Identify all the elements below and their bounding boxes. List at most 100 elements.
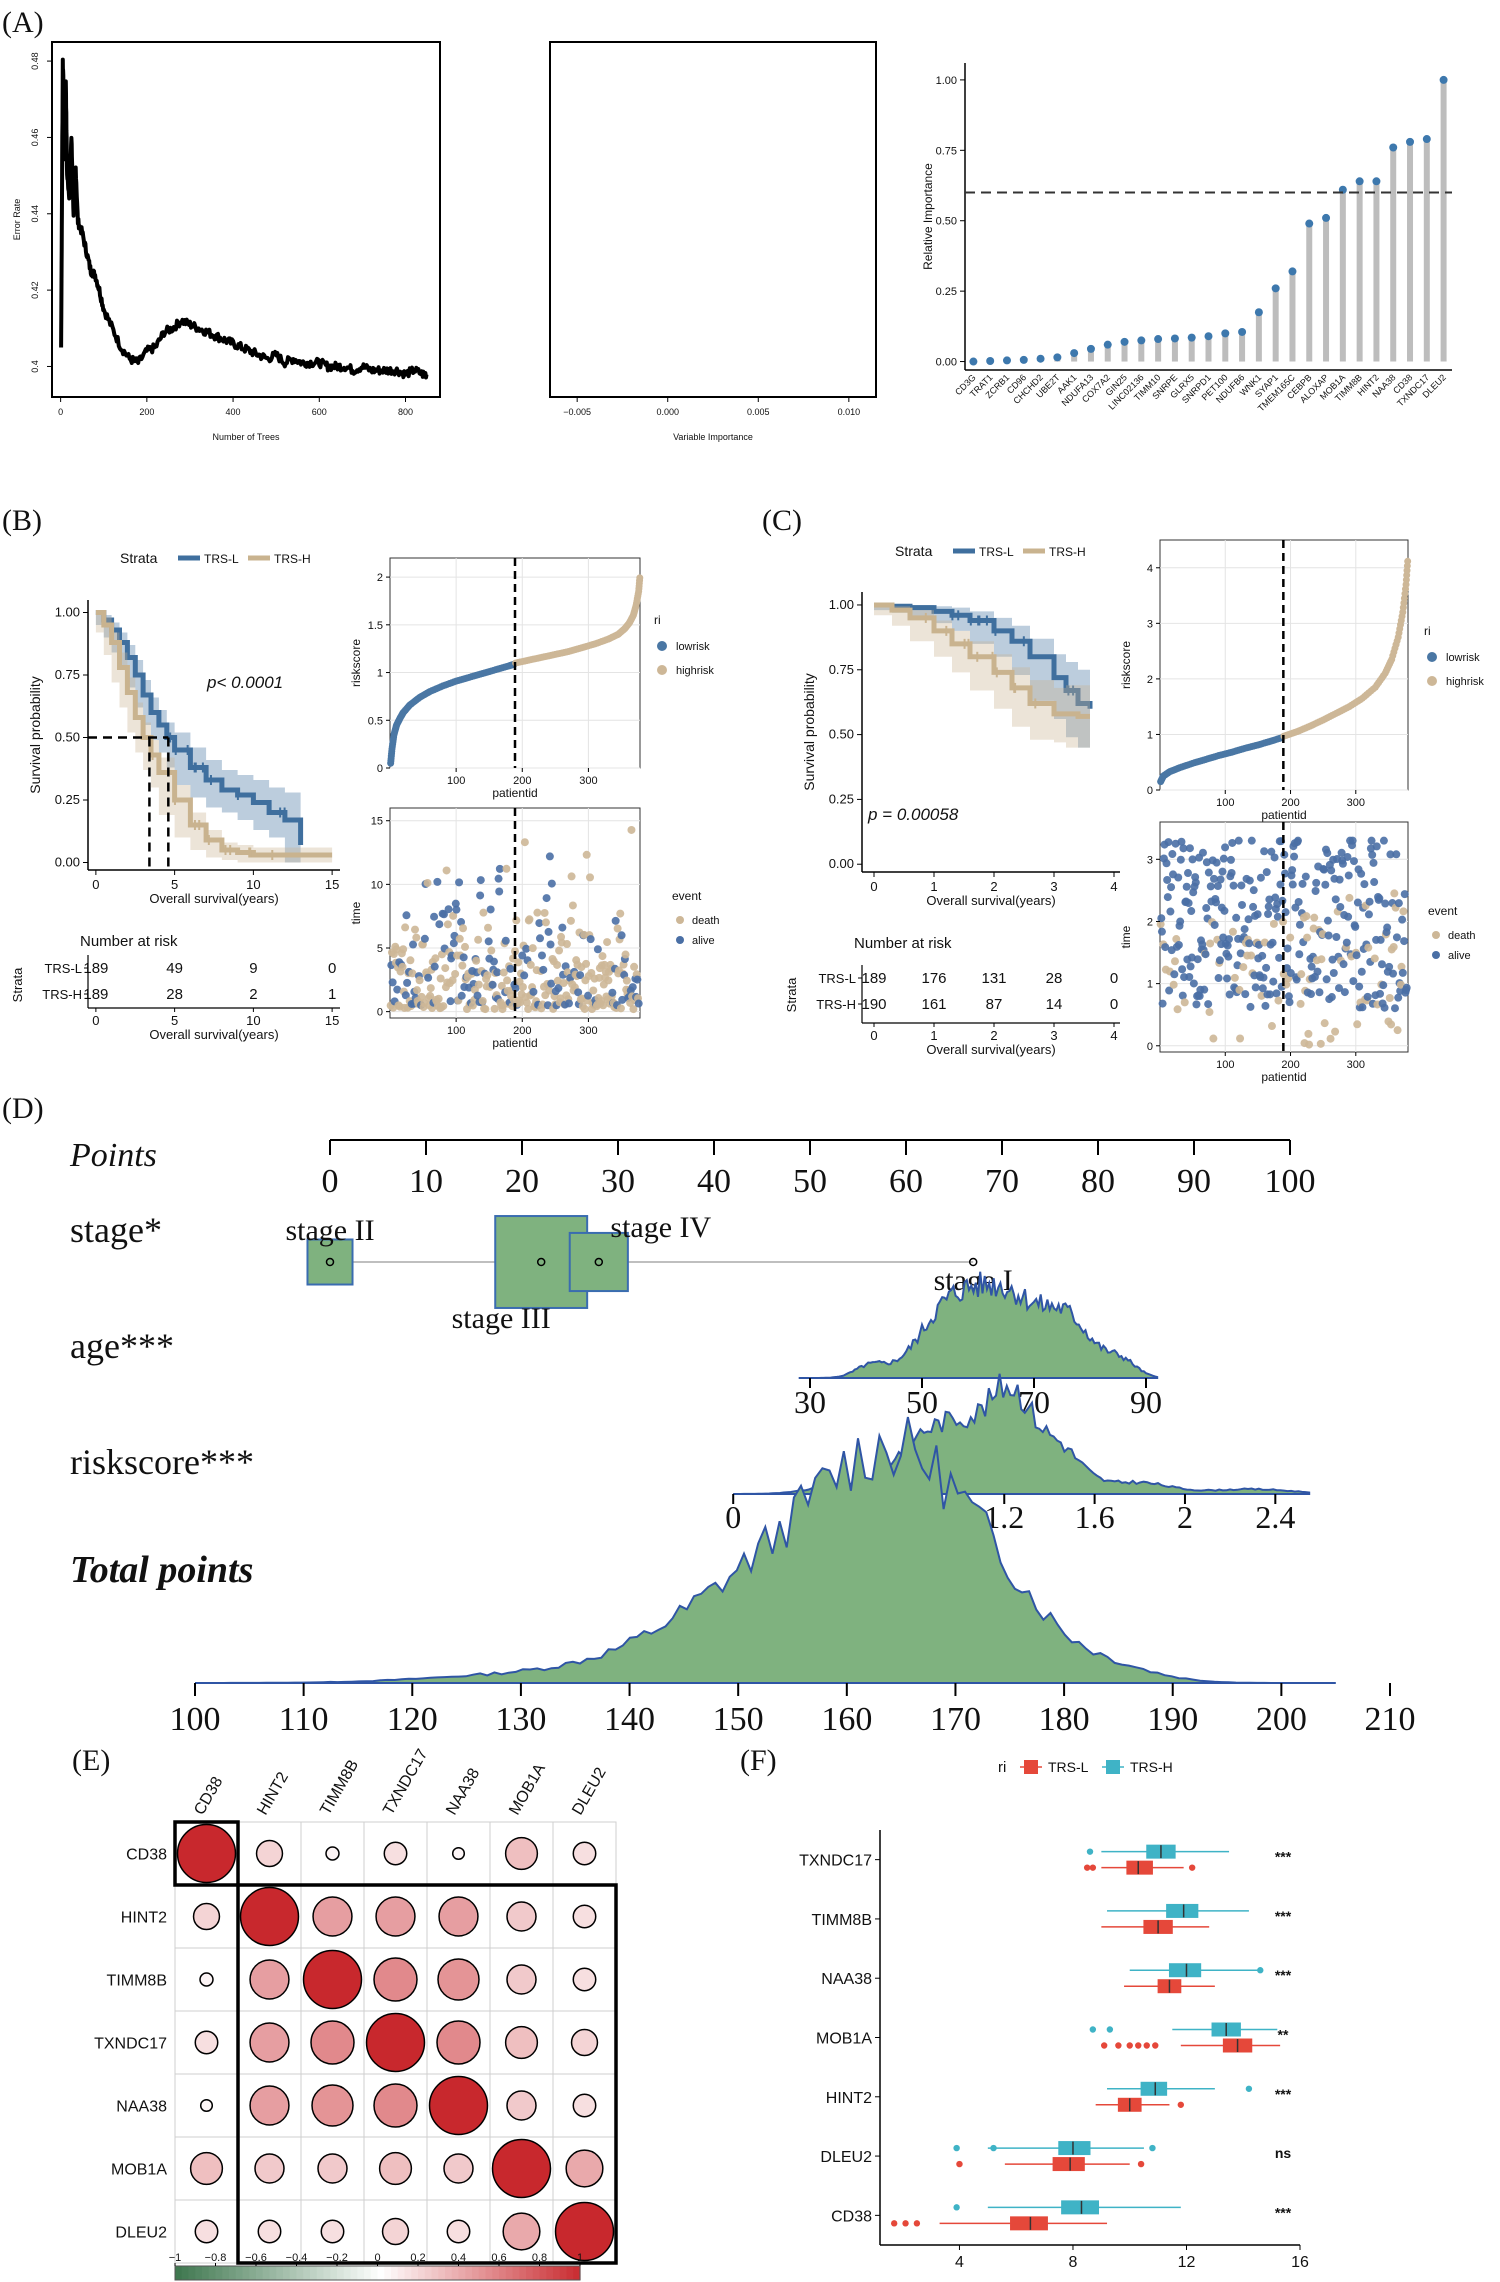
riskscore-label: riskscore***: [70, 1442, 254, 1482]
x-axis-label: Overall survival(years): [149, 1027, 278, 1042]
y-tick-label: 0.75: [936, 145, 957, 157]
y-tick-label: 1: [377, 668, 383, 680]
points-tick-label: 50: [793, 1163, 827, 1200]
x-tick-label: 5: [171, 877, 178, 892]
event-point: [1376, 989, 1385, 998]
survival-curve: [95, 610, 304, 845]
event-point: [1253, 910, 1262, 919]
chart-a2-variable-importance: −0.005 0.000 0.005 0.010 Variable Importance: [549, 41, 877, 442]
outlier-point: [1149, 2144, 1156, 2152]
risk-count: 1: [328, 986, 336, 1003]
event-point: [1245, 876, 1254, 885]
points-tick-label: 0: [322, 1163, 339, 1200]
event-point: [1177, 837, 1186, 846]
correlation-circle: [199, 1972, 214, 1987]
y-axis-label: Error Rate: [12, 199, 22, 241]
event-point: [621, 950, 630, 959]
risk-count: 14: [1046, 996, 1063, 1013]
event-point: [544, 927, 553, 936]
x-tick-label: 0.000: [656, 407, 679, 417]
y-tick-label: 5: [377, 943, 383, 955]
correlation-circle: [506, 2090, 537, 2121]
event-point: [1239, 963, 1248, 972]
y-tick-label: 0.00: [936, 357, 957, 369]
event-point: [1247, 836, 1256, 845]
colorbar-segment: [202, 2266, 210, 2280]
x-tick-label: 5: [171, 1013, 178, 1028]
event-point: [1157, 914, 1166, 923]
x-tick-label: 1: [930, 879, 937, 894]
event-point: [489, 957, 498, 966]
importance-point: [1305, 219, 1314, 228]
event-point: [1323, 849, 1332, 858]
outlier-point: [953, 2144, 960, 2152]
event-point: [1321, 880, 1330, 889]
total-tick-label: 100: [170, 1701, 221, 1738]
event-point: [479, 908, 488, 917]
event-point: [1161, 943, 1170, 952]
legend-title: Strata: [120, 550, 158, 566]
colorbar-tick-label: 0: [374, 2252, 380, 2264]
event-point: [1288, 866, 1297, 875]
colorbar-segment: [424, 2266, 433, 2280]
event-point: [627, 825, 636, 834]
colorbar-segment: [532, 2266, 541, 2280]
event-point: [1390, 1004, 1399, 1013]
x-tick-label: 200: [513, 775, 531, 787]
correlation-circle: [436, 2020, 481, 2065]
event-point: [1365, 897, 1374, 906]
colorbar-segment: [573, 2266, 581, 2280]
box: [1010, 2216, 1048, 2231]
event-point: [495, 864, 504, 873]
risk-point: [1404, 557, 1412, 565]
event-point: [1213, 882, 1222, 891]
risk-count: 176: [921, 970, 946, 987]
event-point: [555, 946, 564, 955]
legend-title: event: [1428, 904, 1458, 918]
event-point: [1223, 974, 1232, 983]
event-point: [1379, 981, 1388, 990]
column-label: CD38: [191, 1774, 226, 1818]
correlation-circle: [373, 1957, 418, 2002]
x-tick-label: 0: [870, 1028, 877, 1043]
event-point: [1224, 935, 1233, 944]
outlier-point: [1100, 2042, 1108, 2049]
colorbar-segment: [195, 2266, 203, 2280]
legend-title: event: [672, 889, 702, 903]
event-point: [600, 960, 609, 969]
legend-swatch: [657, 641, 667, 651]
event-point: [476, 876, 485, 885]
colorbar-tick-label: −0.6: [245, 2252, 267, 2264]
colorbar-segment: [262, 2266, 271, 2280]
event-point: [520, 838, 529, 847]
event-point: [1220, 906, 1229, 915]
event-point: [1402, 983, 1411, 992]
correlation-circle: [572, 1904, 597, 1929]
risk-count: 0: [1110, 970, 1118, 987]
confidence-band: [874, 604, 1090, 748]
event-point: [1216, 875, 1225, 884]
event-point: [1329, 969, 1338, 978]
correlation-circle: [443, 2153, 474, 2184]
event-point: [448, 976, 457, 985]
legend-title: ri: [1424, 624, 1431, 638]
x-axis-label: Overall survival(years): [926, 893, 1055, 908]
event-point: [1234, 836, 1243, 845]
event-point: [1301, 872, 1310, 881]
event-point: [388, 978, 397, 987]
event-point: [1358, 1003, 1367, 1012]
legend-label: alive: [1448, 950, 1471, 962]
chart-c1-survival: 0 1 2 3 4 0.00 0.25 0.50 0.75 1.00 Overall surviva…: [801, 543, 1120, 908]
event-point: [1170, 957, 1179, 966]
stage-level-label: stage III: [452, 1302, 551, 1335]
importance-point: [1036, 354, 1045, 363]
colorbar-segment: [323, 2266, 331, 2280]
risk-count: 189: [83, 960, 108, 977]
chart-a1-error-rate: 0 200 400 600 800 0.4 0.42 0.44 0.46 0.48 Number o…: [12, 41, 441, 442]
event-point: [1168, 850, 1177, 859]
legend-label: TRS-L: [204, 552, 239, 566]
event-point: [1351, 922, 1360, 931]
correlation-circle: [375, 1896, 416, 1937]
event-point: [1275, 953, 1284, 962]
